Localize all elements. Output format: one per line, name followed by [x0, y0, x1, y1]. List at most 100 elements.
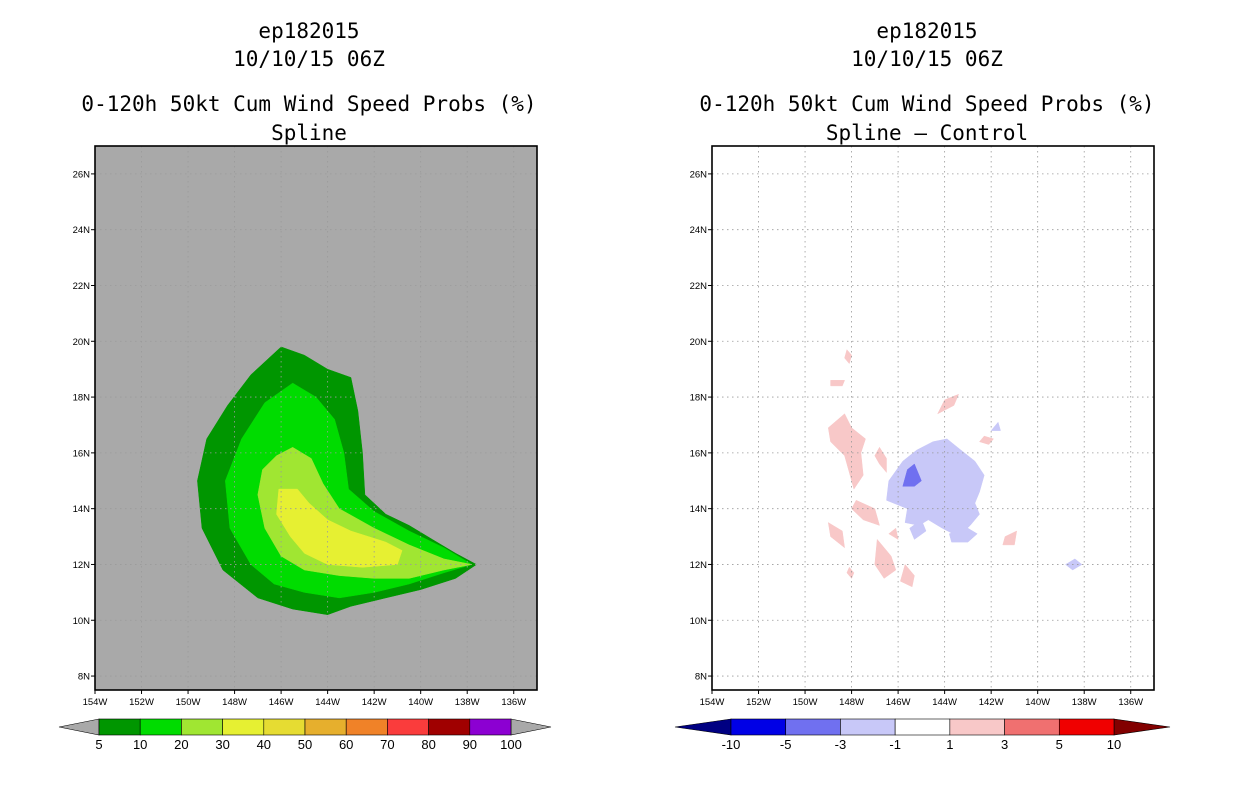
right-x-tick-label: 152W [746, 697, 771, 708]
right-colorbar-label: 10 [1107, 737, 1121, 752]
right-contour--3 to -1-2 [949, 527, 978, 543]
left-x-tick-label: 142W [362, 697, 387, 708]
left-colorbar-label: 5 [95, 737, 102, 752]
left-y-tick-label: 14N [73, 504, 91, 515]
right-x-tick-label: 136W [1118, 697, 1143, 708]
right-contour-1 to 3-10 [851, 500, 880, 526]
left-storm-id: ep182015 [258, 19, 360, 43]
right-chart-subtitle: Spline – Control [825, 121, 1029, 145]
left-x-tick-label: 144W [315, 697, 340, 708]
right-plot-frame [711, 145, 1155, 691]
left-contour-30-40-3 [276, 488, 403, 568]
left-colorbar-label: 20 [174, 737, 188, 752]
left-colorbar-swatch [428, 718, 471, 736]
left-colorbar-label: 80 [421, 737, 435, 752]
right-x-tick-label: 138W [1072, 697, 1097, 708]
left-y-tick-label: 12N [73, 560, 91, 571]
right-colorbar-swatch [949, 718, 1005, 736]
right-colorbar-right-arrow [1113, 718, 1171, 736]
left-colorbar-swatch [222, 718, 265, 736]
right-colorbar-swatch [1058, 718, 1115, 736]
left-y-tick-label: 16N [73, 448, 91, 459]
left-plot-frame [94, 145, 538, 691]
left-colorbar-right-arrow [510, 718, 552, 736]
left-chart-title: 0-120h 50kt Cum Wind Speed Probs (%) [81, 92, 537, 116]
left-x-tick-label: 150W [176, 697, 201, 708]
right-colorbar-label: 5 [1056, 737, 1063, 752]
right-contour-1 to 3-15 [937, 394, 959, 415]
right-y-tick-label: 18N [690, 393, 708, 404]
right-contour-1 to 3-9 [874, 447, 887, 473]
left-y-tick-label: 8N [78, 672, 90, 683]
right-contour-1 to 3-8 [828, 413, 866, 490]
right-colorbar-label: -3 [835, 737, 847, 752]
right-contour-1 to 3-16 [1002, 530, 1017, 546]
right-colorbar-label: -1 [889, 737, 901, 752]
right-y-tick-label: 24N [690, 225, 708, 236]
right-contour-1 to 3-13 [900, 564, 915, 588]
right-contour-1 to 3-14 [846, 567, 855, 579]
left-colorbar-swatch [98, 718, 141, 736]
left-y-tick-label: 24N [73, 225, 91, 236]
right-contours [828, 349, 1083, 588]
right-chart-title: 0-120h 50kt Cum Wind Speed Probs (%) [699, 92, 1155, 116]
left-y-tick-label: 18N [73, 393, 91, 404]
left-x-tick-label: 136W [501, 697, 526, 708]
right-colorbar-label: -10 [722, 737, 741, 752]
left-y-tick-label: 20N [73, 337, 91, 348]
right-colorbar-label: 3 [1001, 737, 1008, 752]
left-colorbar-label: 10 [133, 737, 147, 752]
right-y-tick-label: 16N [690, 448, 708, 459]
right-contour-1 to 3-6 [844, 349, 852, 364]
right-plot-area [712, 146, 1154, 690]
left-colorbar-label: 30 [215, 737, 229, 752]
left-colorbar-label: 40 [257, 737, 271, 752]
left-colorbar-swatch [304, 718, 347, 736]
right-y-tick-label: 26N [690, 169, 708, 180]
right-contour--3 to -1-4 [1065, 558, 1083, 571]
left-y-tick-label: 22N [73, 281, 91, 292]
left-x-tick-label: 154W [83, 697, 108, 708]
right-x-tick-label: 146W [886, 697, 911, 708]
left-datetime: 10/10/15 06Z [233, 47, 385, 71]
right-colorbar-swatch [730, 718, 787, 736]
right-colorbar-swatch [1004, 718, 1060, 736]
right-contour-1 to 3-18 [888, 527, 899, 540]
left-x-tick-label: 152W [129, 697, 154, 708]
right-colorbar-swatch [785, 718, 841, 736]
left-colorbar-left-arrow [58, 718, 100, 736]
left-chart-subtitle: Spline [271, 121, 347, 145]
right-contour-1 to 3-7 [830, 380, 845, 387]
right-x-tick-label: 154W [700, 697, 725, 708]
left-colorbar-label: 90 [463, 737, 477, 752]
left-x-tick-label: 140W [408, 697, 433, 708]
left-y-tick-label: 26N [73, 169, 91, 180]
right-datetime: 10/10/15 06Z [851, 47, 1003, 71]
right-contour--5 to -3-5 [902, 463, 922, 487]
right-x-tick-label: 142W [979, 697, 1004, 708]
left-colorbar-label: 100 [500, 737, 522, 752]
left-colorbar-swatch [139, 718, 182, 736]
right-contour-1 to 3-12 [874, 539, 897, 579]
right-y-tick-label: 22N [690, 281, 708, 292]
right-colorbar-swatch [840, 718, 896, 736]
right-colorbar-left-arrow [674, 718, 732, 736]
right-y-tick-label: 10N [690, 616, 708, 627]
left-colorbar-swatch [181, 718, 223, 736]
right-x-tick-label: 144W [932, 697, 957, 708]
right-y-tick-label: 12N [690, 560, 708, 571]
right-contour--3 to -1-0 [886, 438, 985, 537]
left-colorbar-swatch [387, 718, 429, 736]
left-x-tick-label: 146W [269, 697, 294, 708]
left-x-tick-label: 138W [455, 697, 480, 708]
right-x-tick-label: 150W [793, 697, 818, 708]
right-x-tick-label: 148W [839, 697, 864, 708]
left-colorbar-swatch [263, 718, 306, 736]
right-y-tick-label: 14N [690, 504, 708, 515]
left-probability-map: 154W 152W 150W 148W 146W 144W 142W 140W 138W 136W… [58, 145, 552, 752]
right-colorbar-swatch [894, 718, 951, 736]
right-difference-map: 154W 152W 150W 148W 146W 144W 142W 140W 138W 136W… [674, 145, 1171, 752]
left-y-tick-label: 10N [73, 616, 91, 627]
right-colorbar-label: 1 [946, 737, 953, 752]
right-contour--3 to -1-3 [990, 421, 1001, 431]
